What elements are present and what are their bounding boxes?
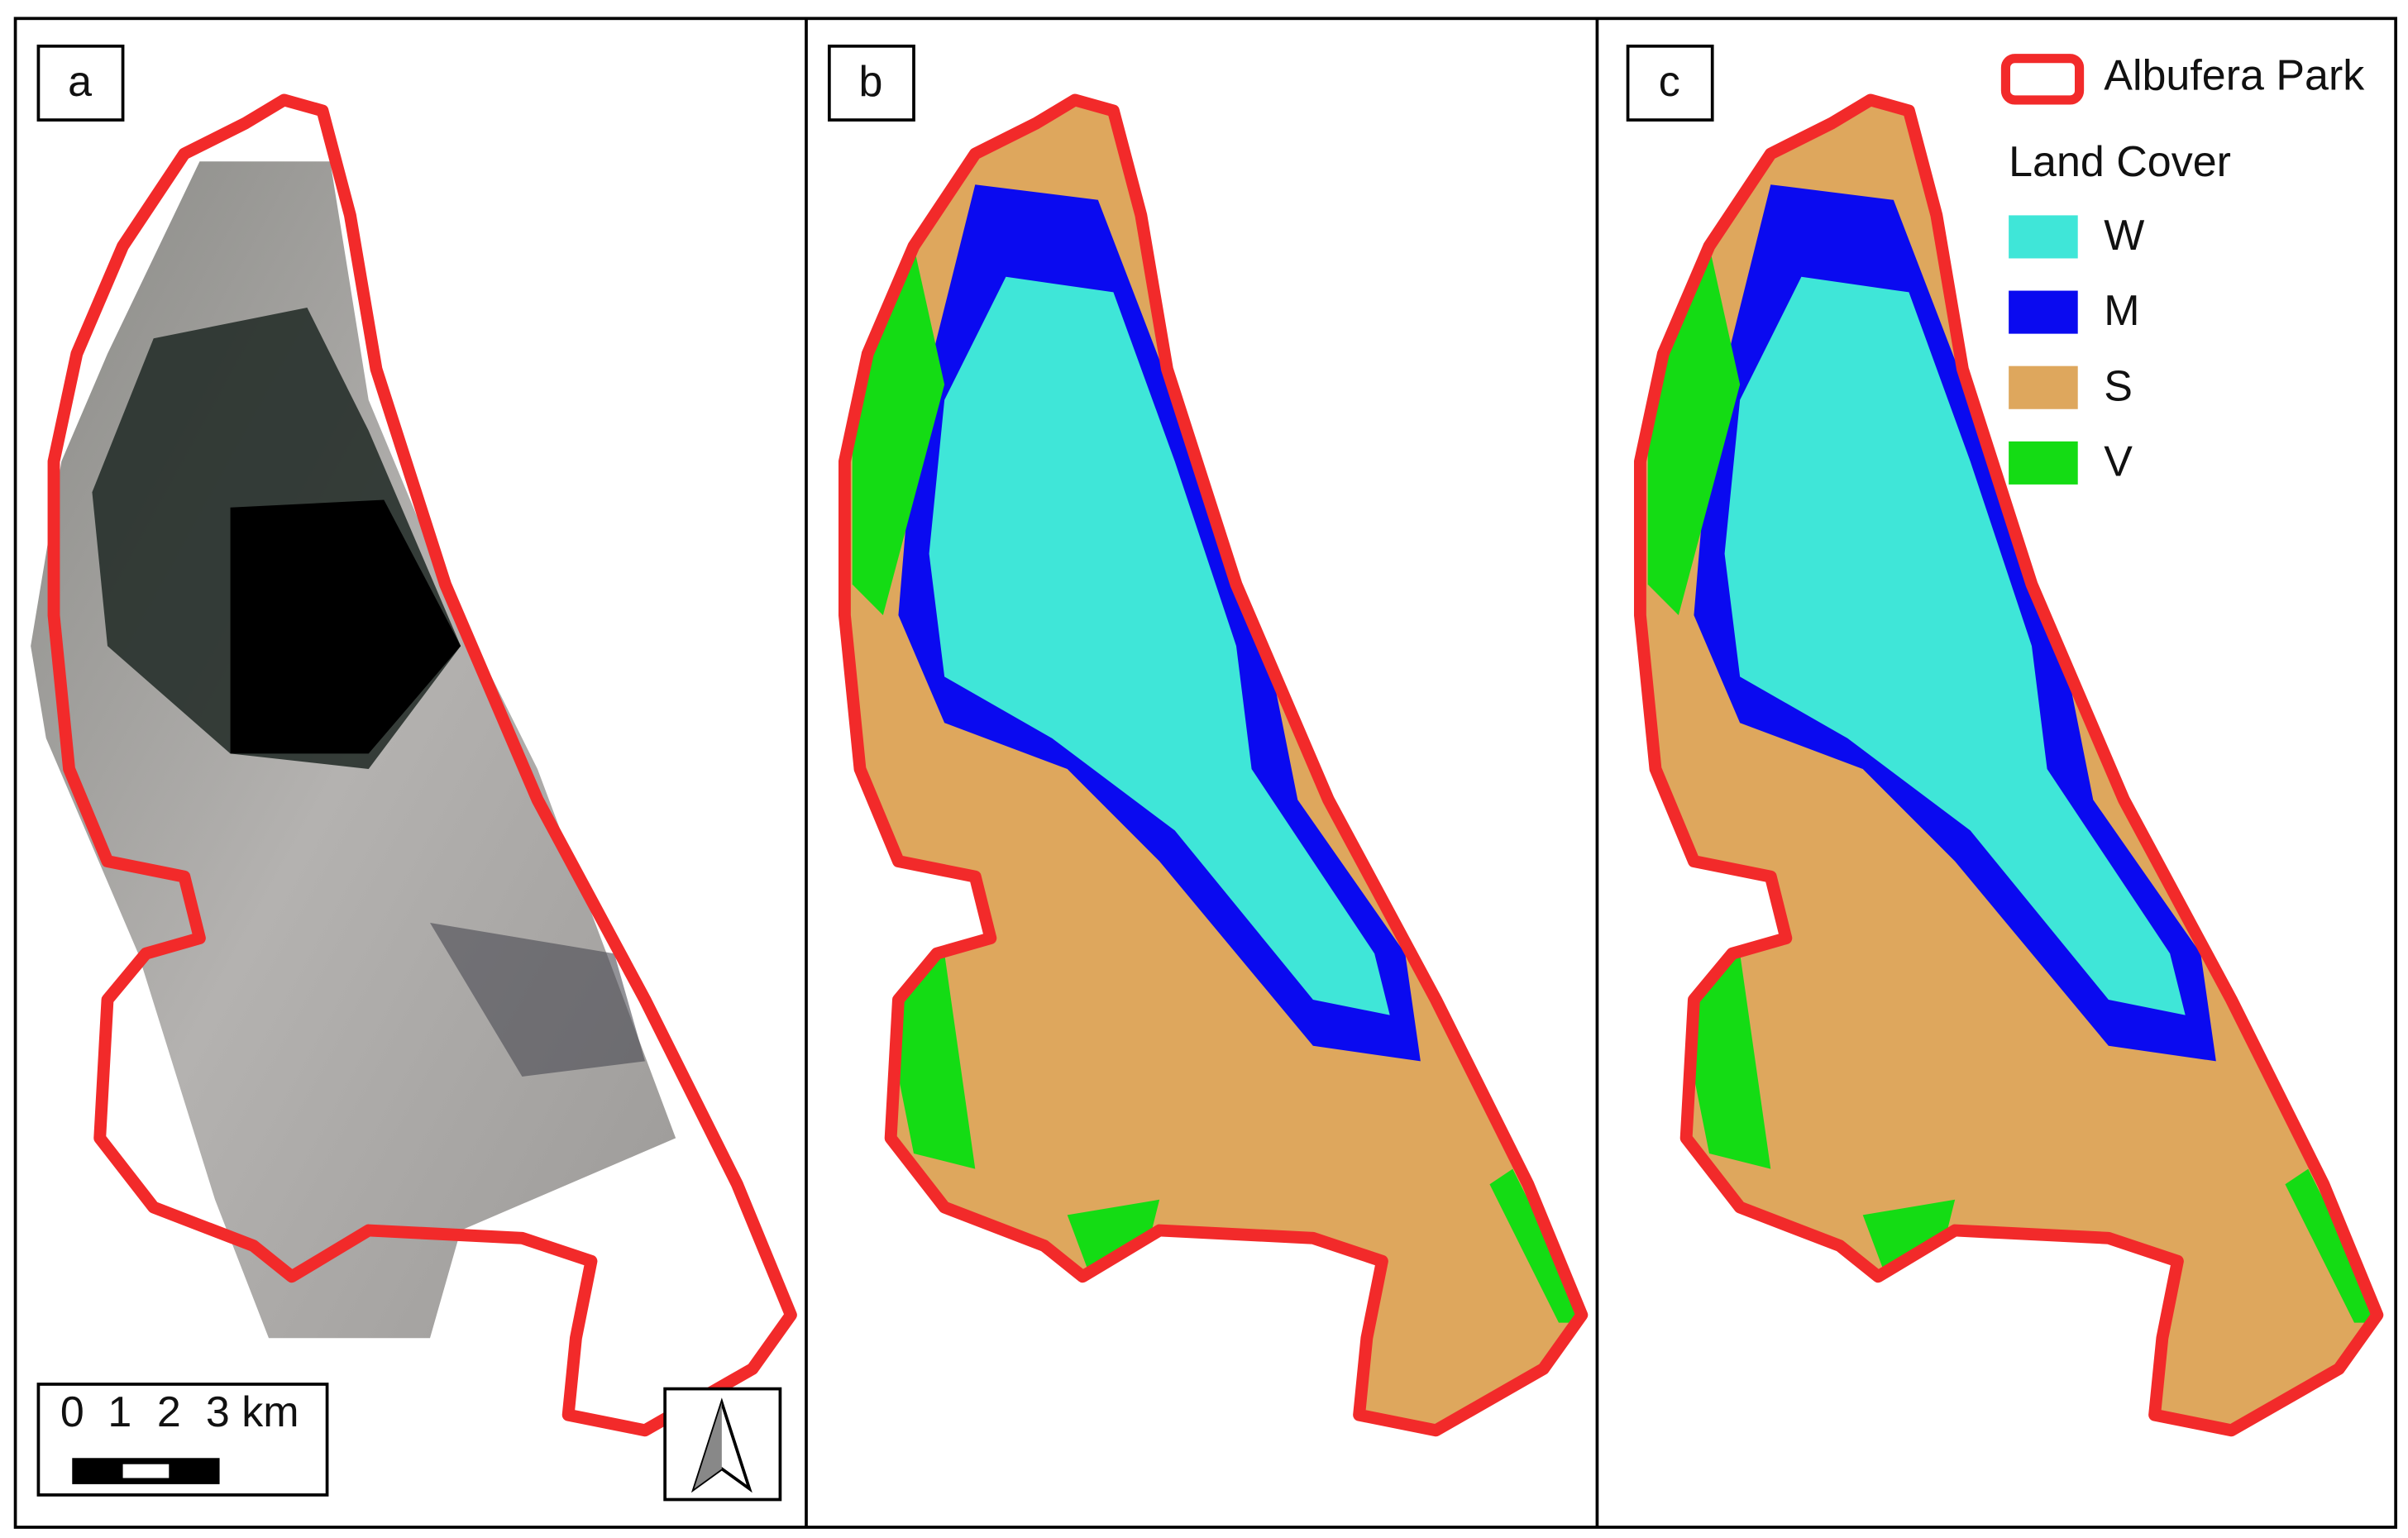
legend-label: S bbox=[2104, 362, 2133, 410]
legend-boundary-swatch bbox=[2000, 54, 2085, 105]
panel-label: a bbox=[68, 58, 92, 106]
frame bbox=[13, 17, 2397, 1529]
panel-label: c bbox=[1659, 58, 1680, 106]
panel-label-box bbox=[36, 44, 125, 122]
legend-swatch bbox=[2009, 290, 2078, 334]
dark-fields bbox=[430, 923, 645, 1077]
land-water bbox=[1724, 276, 2186, 1015]
panel-label: b bbox=[859, 58, 883, 106]
scale-label: 1 bbox=[108, 1388, 131, 1436]
scale-label: 3 km bbox=[206, 1388, 299, 1436]
satellite-panel bbox=[31, 100, 791, 1431]
legend-label: W bbox=[2104, 212, 2144, 260]
legend-swatch bbox=[2009, 441, 2078, 485]
legend-swatch bbox=[2009, 365, 2078, 409]
land-vegetation bbox=[882, 953, 976, 1169]
legend-swatch bbox=[2009, 215, 2078, 259]
legend-title: Land Cover bbox=[2009, 138, 2231, 186]
panel-label-box bbox=[828, 44, 915, 122]
scale-label: 2 bbox=[157, 1388, 181, 1436]
legend-label: Albufera Park bbox=[2104, 52, 2365, 100]
no-data-patch bbox=[230, 499, 461, 754]
classified-map bbox=[844, 100, 1589, 1431]
scale-label: 0 bbox=[60, 1388, 84, 1436]
panel-label-box bbox=[1626, 44, 1714, 122]
land-water bbox=[929, 276, 1390, 1015]
legend-label: V bbox=[2104, 437, 2133, 485]
legend-label: M bbox=[2104, 287, 2139, 335]
scale-bar-segment bbox=[122, 1464, 170, 1478]
